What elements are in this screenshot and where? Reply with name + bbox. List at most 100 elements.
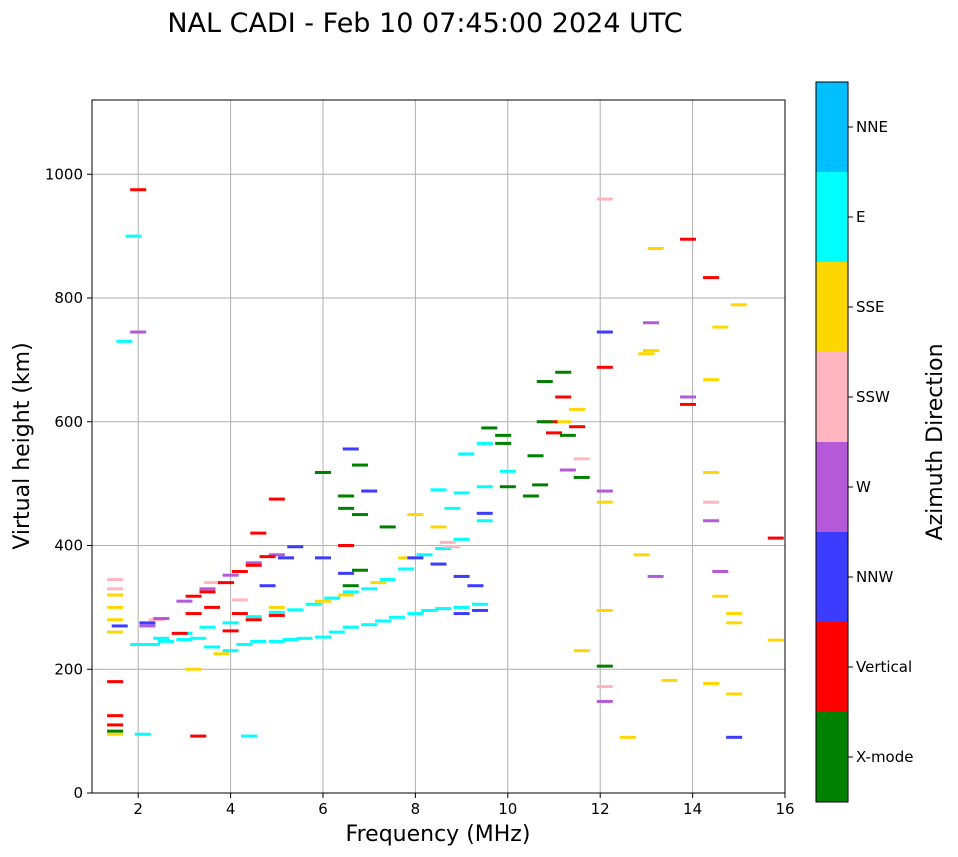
data-point	[287, 545, 304, 549]
data-point	[268, 613, 285, 617]
data-point	[107, 723, 124, 727]
data-point	[712, 569, 729, 573]
data-point	[375, 619, 392, 623]
data-point	[407, 556, 424, 560]
data-point	[726, 692, 743, 696]
data-point	[407, 513, 424, 517]
x-tick-label: 14	[683, 800, 702, 818]
data-point	[305, 602, 322, 606]
data-point	[767, 536, 784, 540]
data-point	[231, 612, 248, 616]
data-point	[495, 441, 512, 445]
data-point	[185, 667, 202, 671]
data-point	[596, 608, 613, 612]
data-point	[661, 678, 678, 682]
data-point	[199, 590, 216, 594]
colorbar-tick-label: Vertical	[856, 658, 912, 676]
data-point	[522, 494, 539, 498]
data-point	[421, 608, 438, 612]
data-point	[532, 483, 549, 487]
data-point	[107, 630, 124, 634]
chart-title: NAL CADI - Feb 10 07:45:00 2024 UTC	[167, 8, 682, 39]
data-point	[679, 395, 696, 399]
data-point	[467, 584, 484, 588]
colorbar-segment	[816, 442, 848, 532]
data-point	[712, 325, 729, 329]
data-point	[222, 621, 239, 625]
data-point	[643, 321, 660, 325]
data-point	[703, 500, 720, 504]
data-point	[315, 635, 331, 639]
data-point	[726, 612, 743, 616]
data-point	[453, 605, 470, 609]
data-point	[472, 608, 489, 612]
data-point	[569, 425, 586, 429]
data-point	[555, 370, 572, 374]
data-point	[439, 540, 456, 544]
data-point	[338, 506, 355, 510]
data-point	[351, 463, 368, 467]
data-point	[250, 639, 267, 643]
y-axis-label: Virtual height (km)	[10, 342, 35, 549]
data-point	[476, 441, 493, 445]
data-point	[573, 457, 590, 461]
data-point	[361, 489, 378, 493]
data-point	[647, 247, 664, 250]
data-point	[726, 735, 743, 739]
data-point	[596, 365, 613, 369]
data-point	[107, 714, 124, 718]
data-marks	[107, 188, 784, 739]
data-point	[596, 489, 613, 493]
data-point	[555, 420, 572, 424]
data-point	[268, 639, 285, 643]
data-point	[398, 556, 415, 560]
data-point	[476, 511, 493, 515]
data-point	[134, 732, 151, 736]
series-sse	[107, 247, 784, 739]
data-point	[435, 547, 452, 551]
data-point	[338, 593, 355, 597]
data-point	[153, 617, 170, 621]
data-point	[116, 339, 133, 343]
data-point	[730, 303, 747, 307]
data-point	[453, 612, 470, 616]
data-point	[111, 624, 128, 628]
colorbar-frame	[815, 81, 849, 803]
data-point	[213, 652, 230, 656]
y-tick-label: 800	[54, 289, 83, 307]
data-point	[444, 506, 461, 510]
x-axis-ticks: 2 4 6 8 10 12 14 16	[133, 793, 795, 818]
data-point	[315, 599, 331, 603]
data-point	[268, 553, 285, 557]
colorbar-segment	[816, 82, 848, 172]
y-tick-label: 200	[54, 660, 83, 678]
data-point	[199, 587, 216, 591]
x-tick-label: 2	[133, 800, 143, 818]
data-point	[338, 494, 355, 498]
data-point	[190, 636, 207, 640]
data-point	[342, 584, 359, 588]
x-axis-label: Frequency (MHz)	[346, 822, 531, 847]
data-point	[157, 639, 174, 643]
colorbar-segment	[816, 352, 848, 442]
series-e	[116, 234, 516, 738]
data-point	[703, 470, 720, 474]
y-tick-label: 600	[54, 413, 83, 431]
data-point	[596, 699, 613, 703]
colorbar-segment	[816, 532, 848, 622]
data-point	[569, 407, 586, 411]
data-point	[107, 618, 124, 622]
data-point	[315, 556, 331, 560]
data-point	[416, 553, 433, 557]
data-point	[107, 732, 124, 736]
data-point	[153, 636, 170, 640]
data-point	[726, 621, 743, 625]
data-point	[499, 469, 516, 473]
data-point	[107, 729, 124, 733]
data-point	[268, 610, 285, 614]
data-point	[259, 555, 276, 559]
data-point	[388, 615, 405, 619]
colorbar-tick-label: X-mode	[856, 748, 913, 766]
data-point	[596, 330, 613, 334]
x-tick-label: 16	[775, 800, 794, 818]
